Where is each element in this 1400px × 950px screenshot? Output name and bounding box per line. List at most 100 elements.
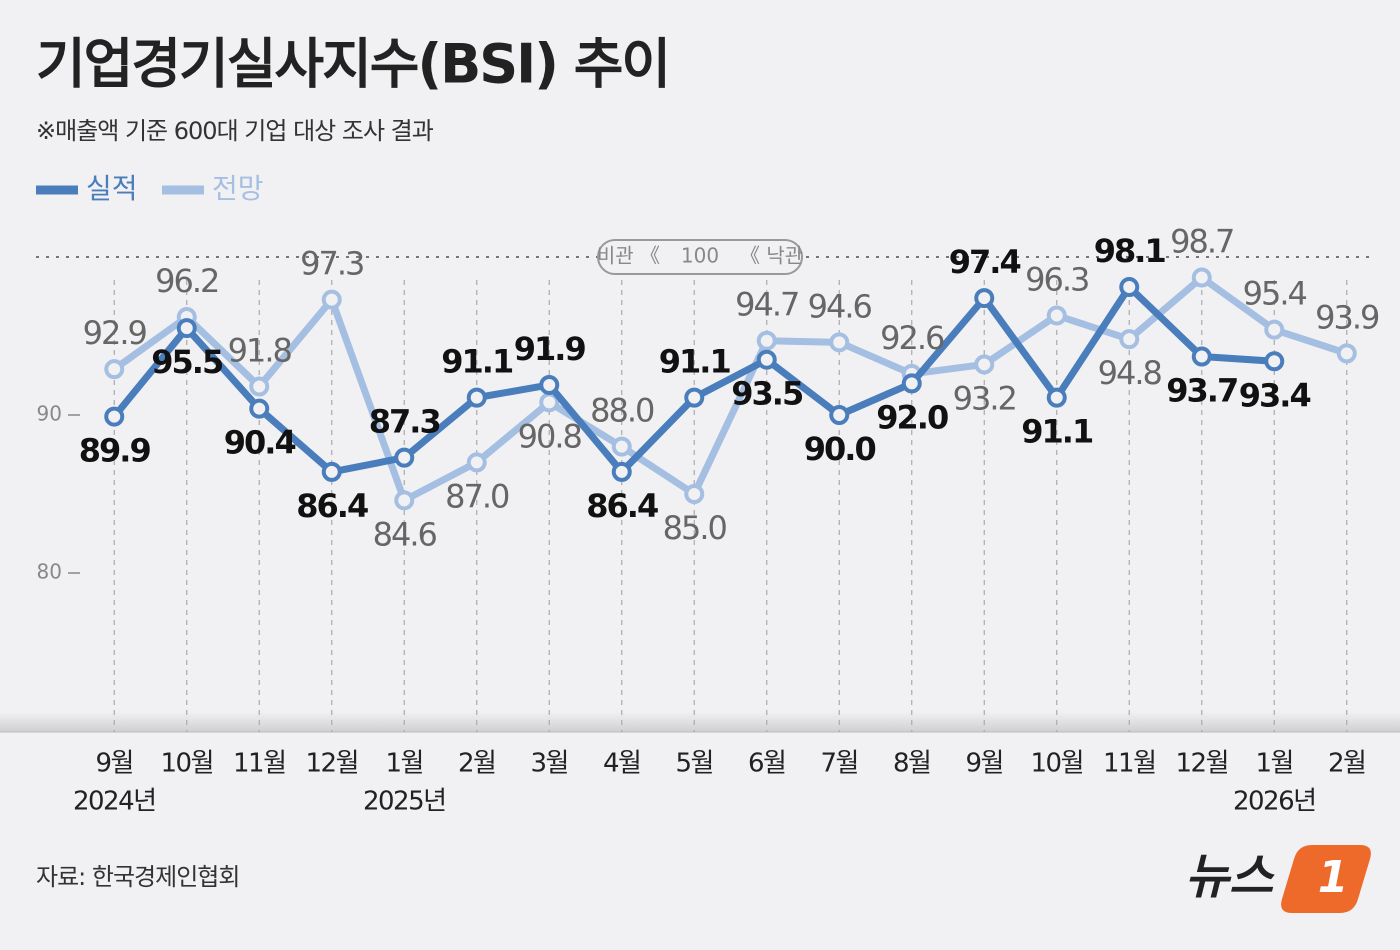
data-point <box>684 484 705 504</box>
x-tick-label: 10월 <box>160 749 213 779</box>
chart-title: 기업경기실사지수(BSI) 추이 <box>36 33 669 96</box>
data-point <box>1191 267 1212 288</box>
data-point <box>1191 346 1212 367</box>
y-tick-label: 80 <box>37 560 62 584</box>
subtitle: ※매출액 기준 600대 기업 대상 조사 결과 <box>36 117 434 145</box>
reference-box <box>597 239 803 275</box>
value-label: 97.4 <box>949 243 1021 281</box>
x-tick-label: 12월 <box>1175 749 1228 779</box>
value-label: 98.7 <box>1170 223 1233 261</box>
x-year-label: 2025년 <box>363 787 446 817</box>
value-label: 87.3 <box>369 403 440 441</box>
x-tick-label: 6월 <box>748 749 785 779</box>
value-label: 92.9 <box>83 314 147 352</box>
value-label: 93.4 <box>1239 376 1311 414</box>
value-label: 95.5 <box>151 343 223 381</box>
value-label: 90.8 <box>518 417 582 455</box>
data-point <box>104 359 125 380</box>
value-label: 97.3 <box>300 245 363 283</box>
value-label: 91.8 <box>228 332 292 370</box>
data-point <box>1046 305 1067 326</box>
x-tick-label: 5월 <box>676 749 713 779</box>
data-point <box>466 452 487 473</box>
value-label: 84.6 <box>373 515 437 553</box>
value-label: 86.4 <box>586 487 658 525</box>
x-tick-label: 12월 <box>305 749 358 779</box>
data-point <box>1119 277 1140 298</box>
data-point <box>756 349 777 370</box>
value-label: 93.7 <box>1166 372 1237 410</box>
value-label: 90.4 <box>224 424 296 462</box>
value-label: 95.4 <box>1243 275 1307 313</box>
x-tick-label: 11월 <box>1103 749 1156 779</box>
source: 자료: 한국경제인협회 <box>36 863 239 891</box>
data-point <box>321 461 342 482</box>
reference-left: 비관 《 <box>597 244 660 268</box>
data-point <box>974 354 995 375</box>
data-point <box>176 318 197 339</box>
value-label: 96.3 <box>1025 260 1088 298</box>
data-point <box>1046 387 1067 408</box>
data-point <box>611 436 632 457</box>
data-point <box>539 374 560 395</box>
value-label: 92.6 <box>880 319 944 357</box>
x-year-label: 2024년 <box>73 787 156 817</box>
value-label: 88.0 <box>590 392 654 430</box>
legend-label: 전망 <box>212 172 264 205</box>
value-label: 93.2 <box>953 379 1016 417</box>
data-point <box>104 406 125 427</box>
data-point <box>756 330 777 351</box>
data-point <box>321 289 342 310</box>
value-label: 93.9 <box>1315 298 1379 336</box>
data-point <box>901 373 922 394</box>
legend-label: 실적 <box>86 172 138 205</box>
value-label: 92.0 <box>876 398 948 436</box>
value-label: 89.9 <box>79 432 151 470</box>
x-tick-label: 9월 <box>966 749 1003 779</box>
data-point <box>1264 351 1285 372</box>
x-tick-label: 4월 <box>603 749 640 779</box>
x-tick-label: 8월 <box>893 749 930 779</box>
data-point <box>974 288 995 309</box>
reference-right: 《 낙관 <box>740 244 803 268</box>
value-label: 87.0 <box>445 477 509 515</box>
data-point <box>394 490 415 511</box>
x-year-label: 2026년 <box>1233 787 1316 817</box>
data-point <box>684 387 705 408</box>
data-point <box>249 398 270 419</box>
value-label: 91.9 <box>514 330 586 368</box>
value-label: 85.0 <box>663 509 727 547</box>
y-tick-label: 90 <box>37 402 62 426</box>
data-point <box>1264 319 1285 340</box>
value-label: 90.0 <box>804 430 876 468</box>
data-point <box>249 376 270 397</box>
series-line <box>112 274 1348 504</box>
value-label: 94.8 <box>1098 354 1162 392</box>
logo-mark: 1 <box>1318 852 1349 903</box>
x-tick-label: 2월 <box>458 749 495 779</box>
data-point <box>394 447 415 468</box>
value-label: 86.4 <box>296 487 368 525</box>
x-tick-label: 11월 <box>233 749 286 779</box>
value-label: 98.1 <box>1094 232 1166 270</box>
x-tick-label: 1월 <box>1256 749 1293 779</box>
x-tick-label: 9월 <box>96 749 133 779</box>
x-tick-label: 3월 <box>531 749 568 779</box>
value-label: 93.5 <box>731 375 803 413</box>
x-tick-label: 10월 <box>1030 749 1083 779</box>
logo-shape <box>1281 845 1371 913</box>
x-tick-label: 2월 <box>1328 749 1365 779</box>
baseline-band <box>0 712 1400 732</box>
data-point <box>611 461 632 482</box>
x-tick-label: 1월 <box>386 749 423 779</box>
reference-label: 비관 《 100 《 낙관 <box>597 239 803 275</box>
data-point <box>829 332 850 353</box>
value-label: 91.1 <box>659 343 731 381</box>
data-point <box>466 387 487 408</box>
data-point <box>1119 329 1140 350</box>
value-label: 91.1 <box>1021 413 1093 451</box>
x-tick-label: 7월 <box>821 749 858 779</box>
value-label: 91.1 <box>441 343 513 381</box>
value-label: 96.2 <box>155 262 218 300</box>
